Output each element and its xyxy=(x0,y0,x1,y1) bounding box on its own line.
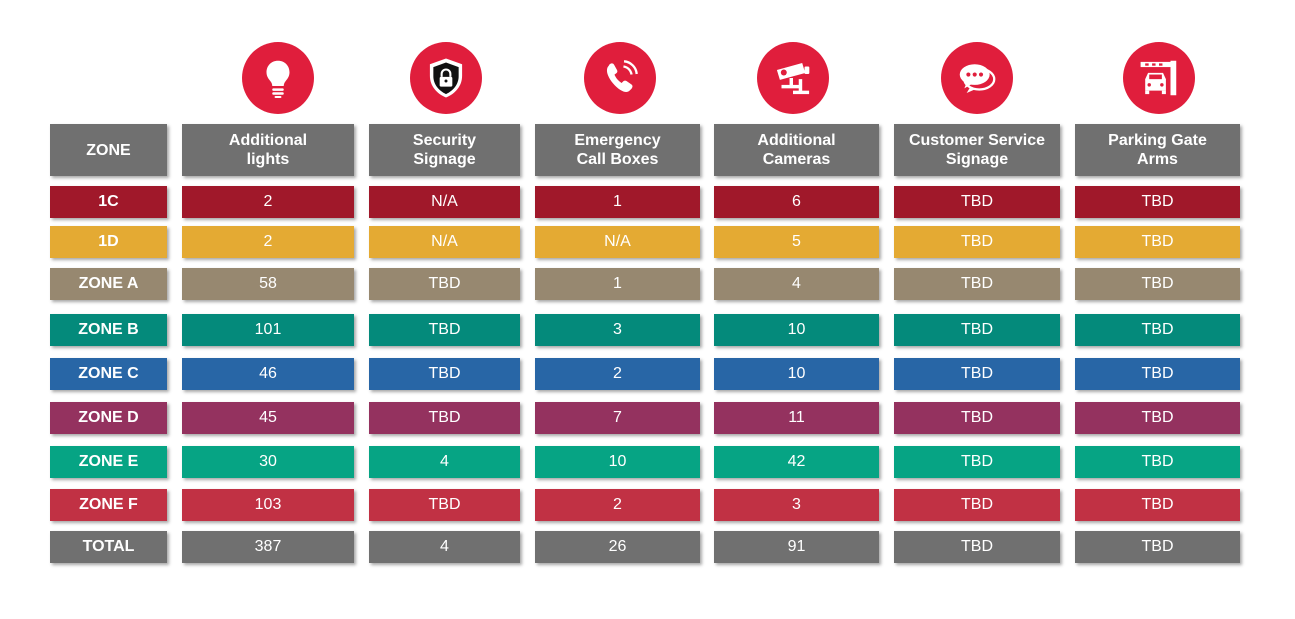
table-cell: 3 xyxy=(535,314,700,346)
table-cell: TBD xyxy=(369,489,520,521)
table-cell: 103 xyxy=(182,489,354,521)
lightbulb-icon xyxy=(242,42,314,114)
table-cell: 10 xyxy=(714,358,879,390)
header-emergency-call-boxes: Emergency Call Boxes xyxy=(535,124,700,176)
table-cell: TBD xyxy=(894,226,1060,258)
zone-label: TOTAL xyxy=(50,531,167,563)
table-cell: 91 xyxy=(714,531,879,563)
zone-label: ZONE F xyxy=(50,489,167,521)
table-cell: 4 xyxy=(714,268,879,300)
table-cell: 46 xyxy=(182,358,354,390)
header-customer-service-signage: Customer Service Signage xyxy=(894,124,1060,176)
table-cell: 30 xyxy=(182,446,354,478)
table-cell: 10 xyxy=(714,314,879,346)
phone-call-icon xyxy=(584,42,656,114)
zone-label: ZONE E xyxy=(50,446,167,478)
header-zone: ZONE xyxy=(50,124,167,176)
table-cell: 2 xyxy=(535,489,700,521)
table-cell: TBD xyxy=(369,268,520,300)
header-security-signage: Security Signage xyxy=(369,124,520,176)
table-cell: TBD xyxy=(1075,314,1240,346)
table-cell: 45 xyxy=(182,402,354,434)
header-parking-gate-arms: Parking Gate Arms xyxy=(1075,124,1240,176)
table-cell: 2 xyxy=(182,226,354,258)
chat-bubbles-icon xyxy=(941,42,1013,114)
zone-label: ZONE B xyxy=(50,314,167,346)
table-cell: TBD xyxy=(1075,446,1240,478)
security-camera-icon xyxy=(757,42,829,114)
table-cell: N/A xyxy=(369,186,520,218)
parking-gate-car-icon xyxy=(1123,42,1195,114)
table-cell: 4 xyxy=(369,446,520,478)
table-cell: TBD xyxy=(894,446,1060,478)
table-cell: 10 xyxy=(535,446,700,478)
table-cell: TBD xyxy=(1075,186,1240,218)
table-cell: TBD xyxy=(1075,402,1240,434)
table-cell: 387 xyxy=(182,531,354,563)
table-cell: TBD xyxy=(1075,489,1240,521)
table-cell: 58 xyxy=(182,268,354,300)
table-cell: TBD xyxy=(894,531,1060,563)
security-shield-lock-icon xyxy=(410,42,482,114)
table-cell: 42 xyxy=(714,446,879,478)
header-additional-cameras: Additional Cameras xyxy=(714,124,879,176)
table-cell: TBD xyxy=(894,186,1060,218)
table-cell: 7 xyxy=(535,402,700,434)
table-cell: TBD xyxy=(894,268,1060,300)
table-cell: 6 xyxy=(714,186,879,218)
header-additional-lights: Additional lights xyxy=(182,124,354,176)
table-cell: N/A xyxy=(369,226,520,258)
table-cell: 3 xyxy=(714,489,879,521)
zone-label: 1C xyxy=(50,186,167,218)
table-cell: TBD xyxy=(1075,358,1240,390)
table-cell: 1 xyxy=(535,186,700,218)
table-cell: 5 xyxy=(714,226,879,258)
table-cell: TBD xyxy=(369,358,520,390)
table-cell: 2 xyxy=(535,358,700,390)
table-cell: 26 xyxy=(535,531,700,563)
table-cell: 4 xyxy=(369,531,520,563)
table-cell: TBD xyxy=(894,489,1060,521)
table-cell: TBD xyxy=(369,314,520,346)
zone-label: ZONE C xyxy=(50,358,167,390)
table-cell: 1 xyxy=(535,268,700,300)
table-cell: N/A xyxy=(535,226,700,258)
table-cell: 101 xyxy=(182,314,354,346)
table-cell: 2 xyxy=(182,186,354,218)
table-cell: TBD xyxy=(894,314,1060,346)
zone-label: 1D xyxy=(50,226,167,258)
table-cell: 11 xyxy=(714,402,879,434)
table-cell: TBD xyxy=(1075,531,1240,563)
table-cell: TBD xyxy=(1075,226,1240,258)
table-cell: TBD xyxy=(1075,268,1240,300)
zone-label: ZONE D xyxy=(50,402,167,434)
table-cell: TBD xyxy=(894,402,1060,434)
table-cell: TBD xyxy=(369,402,520,434)
zone-label: ZONE A xyxy=(50,268,167,300)
table-cell: TBD xyxy=(894,358,1060,390)
